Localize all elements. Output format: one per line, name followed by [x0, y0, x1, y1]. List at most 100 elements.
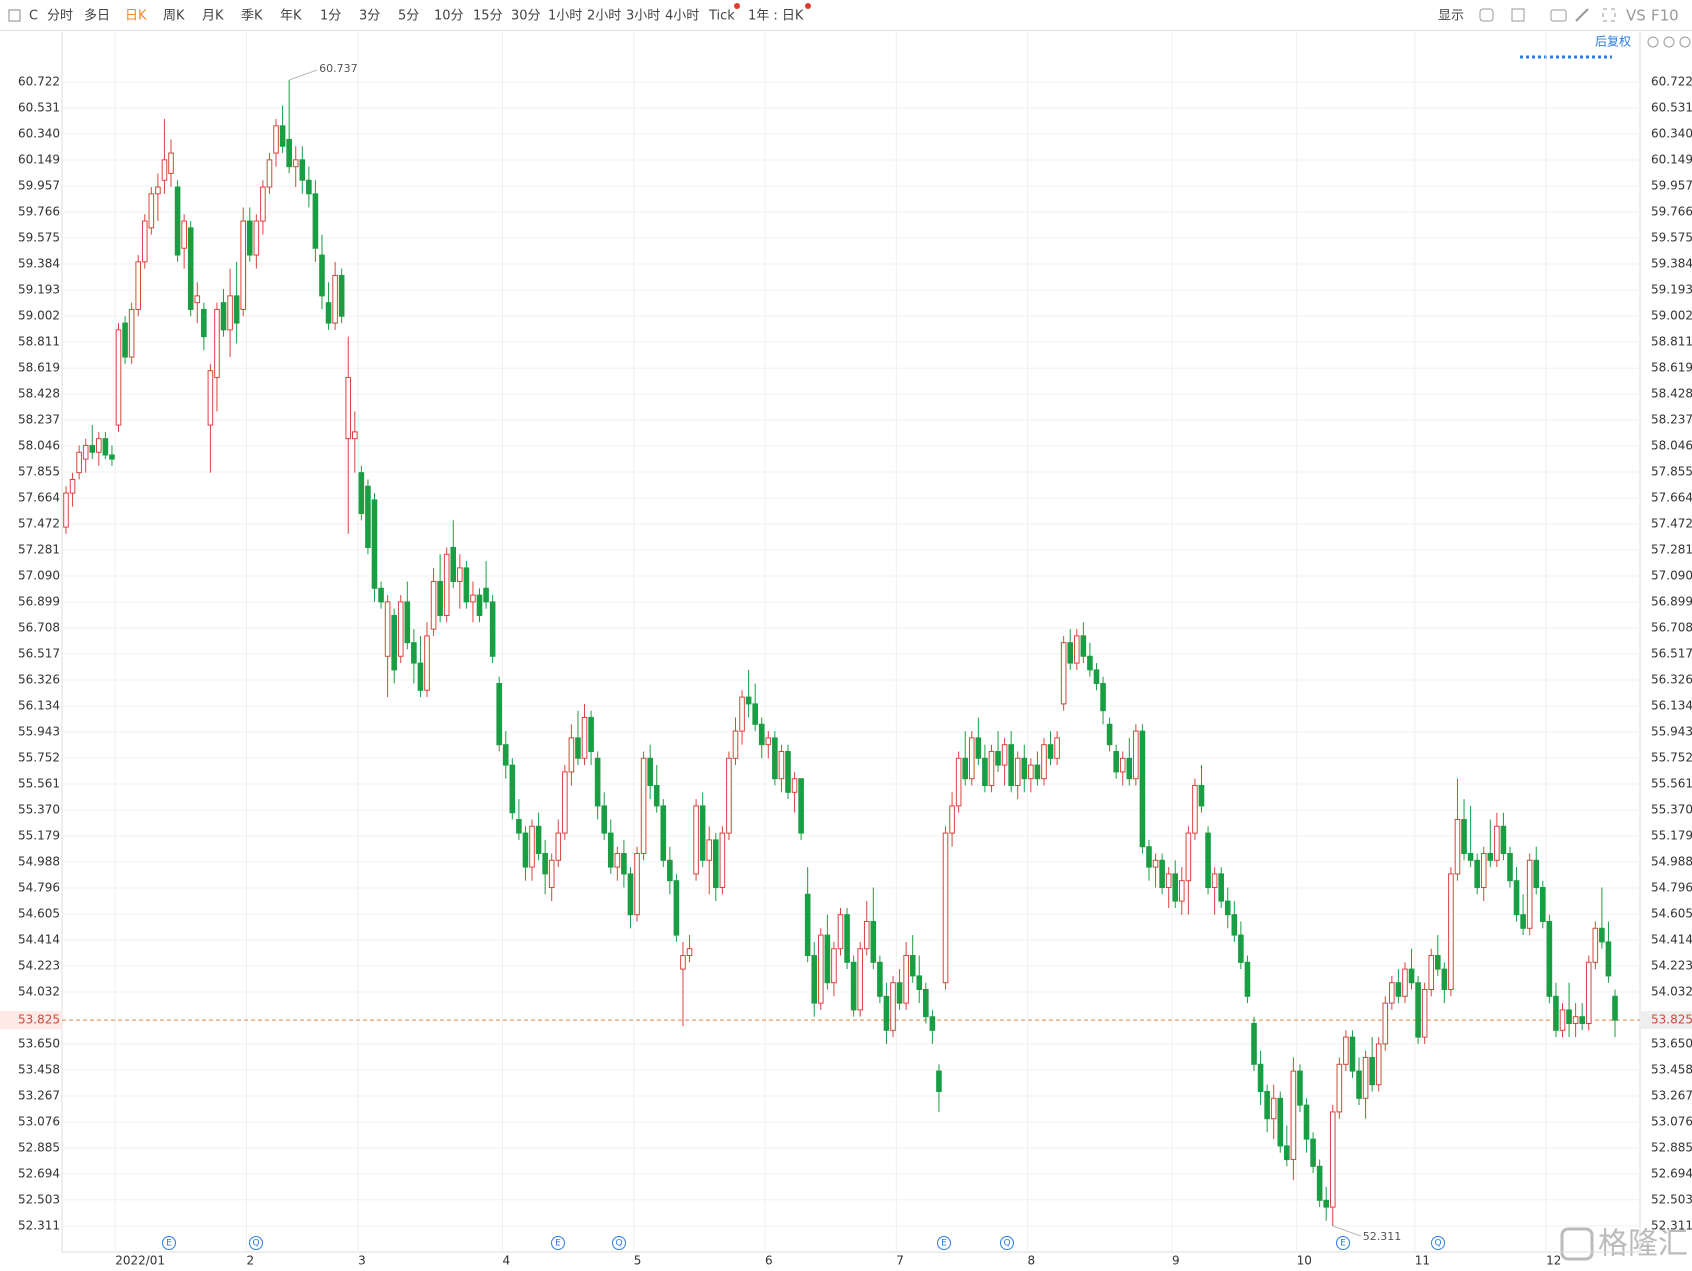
dot	[734, 3, 740, 9]
fullscreen-icon[interactable]	[1602, 8, 1616, 22]
event-label[interactable]: Q	[615, 1239, 622, 1249]
candle-body	[1303, 1104, 1310, 1140]
toolbar-item[interactable]: 季K	[241, 9, 263, 24]
y-tick-label-right: 59.766	[1651, 205, 1692, 219]
event-label[interactable]: Q	[1003, 1239, 1010, 1249]
event-icon[interactable]	[1336, 1236, 1350, 1250]
candle-body	[1382, 1002, 1389, 1045]
event-label[interactable]: E	[555, 1239, 561, 1249]
y-tick-label: 52.694	[18, 1166, 60, 1180]
candle-body	[1559, 1009, 1566, 1031]
toolbar-item[interactable]: 多日	[84, 8, 110, 24]
toolbar-item[interactable]: 显示	[1438, 9, 1464, 24]
undo-icon[interactable]	[1647, 36, 1659, 48]
toolbar-item[interactable]: Tick	[708, 9, 735, 24]
zoom-in-icon[interactable]	[1679, 36, 1691, 48]
candle-body	[489, 601, 496, 657]
candle-body	[614, 852, 621, 868]
candle-body	[1526, 859, 1533, 929]
toolbar-item[interactable]: 2小时	[587, 9, 621, 24]
toolbar-item[interactable]: 周K	[163, 9, 185, 24]
toolbar-item[interactable]: 日K	[125, 9, 147, 24]
event-label[interactable]: E	[1340, 1239, 1346, 1249]
event-label[interactable]: E	[941, 1239, 947, 1249]
candle-body	[1546, 920, 1553, 997]
candle-body	[1198, 784, 1205, 807]
candle-body	[1139, 730, 1146, 848]
candle-body	[1021, 757, 1028, 780]
y-tick-label-right: 54.032	[1651, 984, 1692, 998]
toolbar-item[interactable]: 30分	[511, 9, 541, 24]
candle-body	[1612, 995, 1618, 1021]
candle-body	[240, 220, 247, 310]
candle-body	[765, 737, 772, 746]
candle-body	[1080, 635, 1087, 657]
toolbar-item[interactable]: 月K	[202, 9, 224, 24]
candle-body	[1270, 1097, 1277, 1120]
event-label[interactable]: Q	[252, 1239, 259, 1249]
candle-body	[660, 805, 667, 861]
toolbar-item[interactable]: 10分	[434, 9, 464, 24]
candle-body	[831, 948, 837, 984]
candle-body	[1172, 873, 1179, 902]
candle-body	[273, 125, 279, 154]
candle-body	[903, 955, 909, 1004]
candle-body	[1152, 859, 1159, 868]
toolbar-item[interactable]: 4小时	[665, 9, 699, 24]
candle-body	[483, 587, 489, 603]
y-tick-label: 56.134	[18, 699, 60, 713]
checkbox[interactable]	[8, 9, 21, 22]
candle-body	[1054, 737, 1060, 759]
toolbar-item[interactable]: 5分	[398, 9, 419, 24]
candle-body	[1480, 852, 1487, 888]
y-tick-label: 60.531	[18, 101, 60, 115]
event-icon[interactable]	[551, 1236, 565, 1250]
candle-body	[1566, 1009, 1572, 1025]
adjust-button[interactable]: 后复权	[1595, 35, 1631, 49]
toolbar-item[interactable]: 分时	[47, 9, 73, 24]
y-tick-label-right: 57.281	[1651, 543, 1692, 557]
camera-icon[interactable]	[1550, 9, 1567, 22]
event-icon[interactable]	[249, 1236, 263, 1250]
event-label[interactable]: Q	[1434, 1239, 1441, 1249]
candle-body	[338, 274, 345, 317]
candle-body	[1343, 1036, 1349, 1065]
y-tick-label: 54.796	[18, 881, 60, 895]
toolbar-item[interactable]: 3小时	[626, 9, 660, 24]
toolbar-item[interactable]: F10	[1651, 7, 1679, 25]
candle-body	[194, 295, 201, 304]
candle-body	[1395, 982, 1402, 997]
y-tick-label: 57.472	[18, 517, 60, 531]
candle-body	[384, 601, 391, 657]
toolbar-item[interactable]: C	[29, 9, 38, 24]
toolbar-item[interactable]: VS	[1626, 7, 1646, 25]
toolbar-item[interactable]: 15分	[473, 9, 503, 24]
toolbar-item[interactable]: 1小时	[548, 9, 582, 24]
toolbar-item[interactable]: 年K	[280, 9, 302, 24]
candle-body	[877, 961, 883, 997]
event-icon[interactable]	[1000, 1236, 1014, 1250]
toolbar-item[interactable]: 1年 : 日K	[748, 9, 804, 24]
candle-body	[122, 322, 128, 358]
candle-body	[1277, 1097, 1284, 1147]
candle-body	[640, 757, 647, 854]
toolbar-item[interactable]: 1分	[320, 9, 341, 24]
candle-body	[187, 227, 194, 310]
candle-body	[1356, 1070, 1362, 1099]
candle-body	[1100, 682, 1106, 712]
square-icon[interactable]	[1511, 8, 1525, 22]
toolbar-item[interactable]: 3分	[359, 9, 380, 24]
event-icon[interactable]	[1431, 1236, 1445, 1250]
y-tick-label-right: 57.855	[1651, 464, 1692, 478]
settings-icon[interactable]	[1479, 8, 1494, 22]
y-tick-label: 57.664	[18, 490, 60, 504]
candle-body	[890, 982, 896, 1031]
candle-body	[1014, 757, 1021, 786]
event-icon[interactable]	[612, 1236, 626, 1250]
y-tick-label-right: 55.561	[1651, 776, 1692, 790]
event-icon[interactable]	[937, 1236, 951, 1250]
event-label[interactable]: E	[166, 1239, 172, 1249]
event-icon[interactable]	[162, 1236, 176, 1250]
zoom-out-icon[interactable]	[1663, 36, 1675, 48]
pen-icon[interactable]	[1575, 8, 1589, 22]
